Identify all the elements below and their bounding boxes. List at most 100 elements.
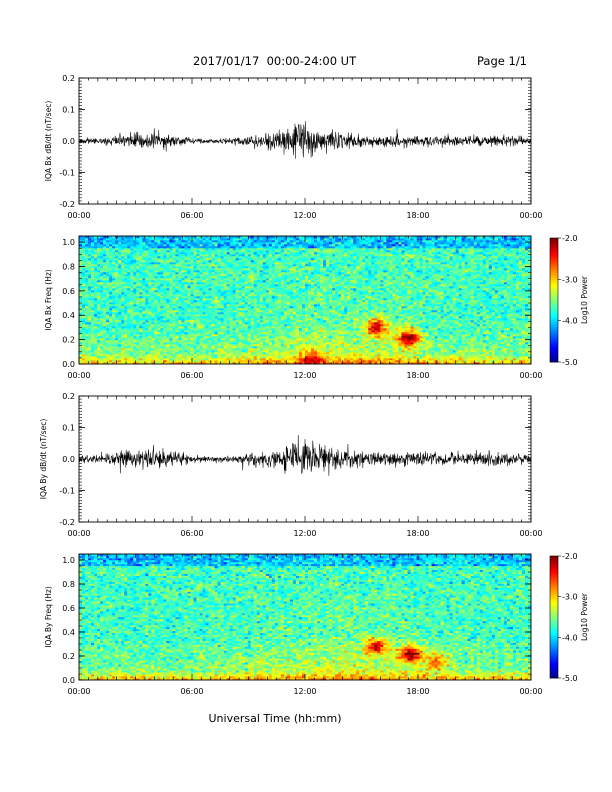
heat-cell — [172, 354, 176, 357]
heat-cell — [280, 342, 285, 345]
heat-cell — [184, 288, 188, 291]
heat-cell — [148, 242, 152, 245]
heat-cell — [241, 306, 246, 309]
heat-cell — [223, 358, 227, 361]
heat-cell — [289, 348, 294, 351]
heat-cell — [208, 312, 212, 315]
heat-cell — [226, 252, 230, 255]
heat-cell — [253, 298, 258, 301]
heat-cell — [283, 300, 288, 303]
heat-cell — [121, 284, 125, 287]
heat-cell — [244, 306, 249, 309]
heat-cell — [148, 276, 152, 279]
heat-cell — [124, 306, 128, 309]
heat-cell — [178, 276, 182, 279]
heat-cell — [205, 362, 209, 365]
heat-cell — [292, 310, 297, 313]
heat-cell — [169, 274, 173, 277]
heat-cell — [226, 306, 230, 309]
heat-cell — [148, 270, 152, 273]
heat-cell — [157, 302, 161, 305]
heat-cell — [244, 278, 249, 281]
heat-cell — [259, 344, 264, 347]
heat-cell — [133, 326, 137, 329]
heat-cell — [235, 362, 239, 365]
heat-cell — [130, 312, 134, 315]
heat-cell — [223, 280, 227, 283]
heat-cell — [97, 308, 101, 311]
heat-cell — [88, 252, 92, 255]
heat-cell — [235, 310, 239, 313]
heat-cell — [103, 346, 107, 349]
heat-cell — [169, 298, 173, 301]
heat-cell — [130, 280, 134, 283]
heat-cell — [130, 268, 134, 271]
heat-cell — [205, 340, 209, 343]
heat-cell — [163, 258, 167, 261]
heat-cell — [244, 336, 249, 339]
heat-cell — [217, 246, 221, 249]
heat-cell — [130, 240, 134, 243]
heat-cell — [112, 236, 116, 239]
heat-cell — [205, 244, 209, 247]
heat-cell — [241, 326, 246, 329]
heat-cell — [121, 304, 125, 307]
heat-cell — [100, 310, 104, 313]
heat-cell — [181, 278, 185, 281]
heat-cell — [265, 262, 270, 265]
heat-cell — [91, 326, 95, 329]
heat-cell — [298, 236, 303, 239]
heat-cell — [292, 332, 297, 335]
heat-cell — [205, 316, 209, 319]
heat-cell — [208, 330, 212, 333]
heat-cell — [127, 302, 131, 305]
heat-cell — [256, 340, 261, 343]
heat-cell — [94, 242, 98, 245]
heat-cell — [229, 268, 233, 271]
heat-cell — [247, 334, 252, 337]
heat-cell — [142, 302, 146, 305]
heat-cell — [157, 272, 161, 275]
heat-cell — [199, 304, 203, 307]
heat-cell — [139, 300, 143, 303]
heat-cell — [151, 346, 155, 349]
heat-cell — [184, 326, 188, 329]
heat-cell — [214, 252, 218, 255]
heat-cell — [103, 290, 107, 293]
heat-cell — [109, 354, 113, 357]
heat-cell — [268, 288, 273, 291]
heat-cell — [274, 322, 279, 325]
heat-cell — [289, 352, 294, 355]
heat-cell — [199, 350, 203, 353]
heat-cell — [274, 282, 279, 285]
heat-cell — [82, 256, 86, 259]
heat-cell — [178, 320, 182, 323]
heat-cell — [97, 344, 101, 347]
heat-cell — [217, 316, 221, 319]
heat-cell — [193, 284, 197, 287]
heat-cell — [160, 256, 164, 259]
heat-cell — [166, 342, 170, 345]
heat-cell — [148, 314, 152, 317]
heat-cell — [187, 348, 191, 351]
heat-cell — [190, 314, 194, 317]
heat-cell — [151, 322, 155, 325]
heat-cell — [298, 328, 303, 331]
heat-cell — [283, 358, 288, 361]
heat-cell — [214, 356, 218, 359]
heat-cell — [277, 300, 282, 303]
heat-cell — [262, 322, 267, 325]
heat-cell — [178, 272, 182, 275]
heat-cell — [277, 340, 282, 343]
heat-cell — [190, 334, 194, 337]
heat-cell — [157, 238, 161, 241]
heat-cell — [82, 248, 86, 251]
heat-cell — [100, 274, 104, 277]
heat-cell — [136, 358, 140, 361]
heat-cell — [184, 338, 188, 341]
heat-cell — [154, 312, 158, 315]
heat-cell — [208, 260, 212, 263]
heat-cell — [223, 336, 227, 339]
heat-cell — [226, 326, 230, 329]
heat-cell — [175, 344, 179, 347]
